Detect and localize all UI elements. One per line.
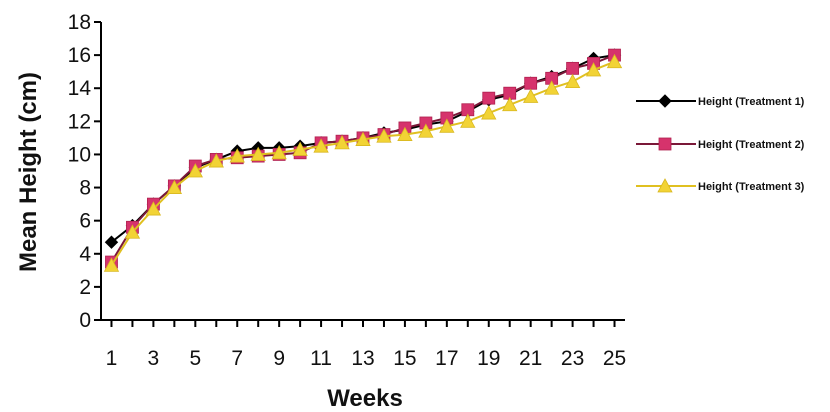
x-tick-label: 9 <box>273 347 285 370</box>
data-point-triangle <box>208 153 224 168</box>
data-point-square <box>482 91 496 105</box>
data-point-diamond <box>658 94 672 108</box>
x-tick-label: 13 <box>351 347 374 370</box>
data-point-triangle <box>229 148 245 163</box>
data-point-triangle <box>585 62 602 77</box>
series-1 <box>104 48 622 249</box>
legend-label: Height (Treatment 2) <box>698 139 805 151</box>
y-tick-label: 10 <box>68 143 91 166</box>
data-point-triangle <box>418 123 434 138</box>
data-point-triangle <box>355 131 371 146</box>
data-point-triangle <box>292 141 308 156</box>
data-point-triangle <box>271 144 287 160</box>
data-point-triangle <box>460 113 476 128</box>
data-point-triangle <box>124 224 141 239</box>
y-tick-label: 16 <box>68 44 91 67</box>
data-point-square <box>658 137 672 151</box>
data-point-triangle <box>439 118 455 133</box>
y-tick-label: 18 <box>68 11 91 34</box>
series-line <box>110 54 615 243</box>
data-point-triangle <box>313 138 329 153</box>
legend-label: Height (Treatment 3) <box>698 181 805 193</box>
x-tick-label: 21 <box>519 347 542 370</box>
data-point-triangle <box>166 179 183 194</box>
legend-label: Height (Treatment 1) <box>698 96 805 108</box>
y-tick-label: 12 <box>68 110 91 133</box>
data-point-triangle <box>606 53 623 69</box>
y-axis: 0 2 4 6 8 10 12 14 16 18 <box>68 11 102 332</box>
y-tick-label: 4 <box>79 243 91 266</box>
x-axis: 1 3 5 7 9 11 13 15 17 19 21 23 25 <box>101 319 626 370</box>
data-point-square <box>524 76 538 90</box>
x-tick-label: 15 <box>393 347 416 370</box>
x-axis-title: Weeks <box>327 385 403 412</box>
data-point-triangle <box>145 201 162 216</box>
plot-series <box>103 48 623 272</box>
data-point-triangle <box>481 105 497 120</box>
y-tick-label: 8 <box>79 177 91 200</box>
y-tick-label: 6 <box>79 210 91 233</box>
x-tick-label: 11 <box>310 347 332 370</box>
x-tick-label: 3 <box>148 347 160 370</box>
y-axis-title: Mean Height (cm) <box>15 72 42 272</box>
x-tick-label: 23 <box>561 347 584 370</box>
data-point-diamond <box>104 235 119 249</box>
legend-item: Height (Treatment 2) <box>636 137 805 151</box>
x-tick-label: 19 <box>477 347 500 370</box>
x-tick-label: 17 <box>435 347 458 370</box>
x-tick-label: 1 <box>106 347 118 370</box>
x-tick-label: 5 <box>189 347 201 370</box>
data-point-triangle <box>543 80 560 95</box>
data-point-square <box>566 61 579 75</box>
legend: Height (Treatment 1) Height (Treatment 2)… <box>636 94 805 193</box>
data-point-triangle <box>523 88 539 103</box>
y-tick-label: 0 <box>79 309 91 332</box>
data-point-triangle <box>334 135 350 150</box>
series-3 <box>103 53 623 272</box>
x-tick-label: 25 <box>603 347 626 370</box>
series-line <box>110 60 615 266</box>
data-point-triangle <box>397 126 413 141</box>
x-tick-label: 7 <box>231 347 243 370</box>
data-point-triangle <box>564 73 581 88</box>
data-point-triangle <box>657 178 673 193</box>
y-tick-label: 14 <box>68 77 92 100</box>
series-line <box>110 54 615 263</box>
data-point-triangle <box>502 96 518 112</box>
data-point-triangle <box>250 146 266 161</box>
data-point-triangle <box>376 128 392 143</box>
legend-item: Height (Treatment 3) <box>636 178 805 193</box>
series-2 <box>105 48 621 269</box>
data-point-triangle <box>103 257 120 272</box>
data-point-triangle <box>187 163 203 178</box>
legend-item: Height (Treatment 1) <box>636 94 805 108</box>
y-tick-label: 2 <box>79 276 91 299</box>
